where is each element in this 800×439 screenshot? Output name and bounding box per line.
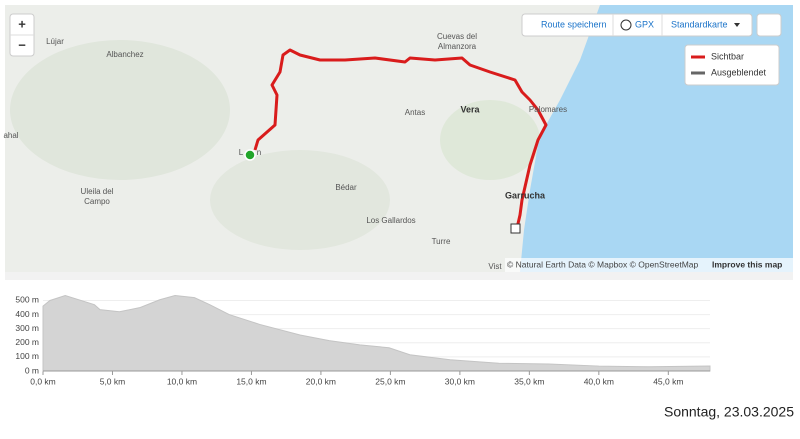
start-marker	[244, 149, 256, 161]
place-label: Los Gallardos	[366, 216, 415, 225]
x-tick-label: 10,0 km	[167, 376, 197, 386]
place-label: Uleila del	[81, 187, 114, 196]
gpx-button[interactable]: GPX	[635, 19, 654, 29]
elevation-chart: 0 m 100 m 200 m 300 m 400 m 500 m 0,0 km 5,0 km…	[15, 295, 711, 386]
place-label: Albanchez	[106, 50, 143, 59]
place-label: Turre	[432, 237, 451, 246]
y-tick-label: 400 m	[15, 309, 39, 319]
place-label: Lújar	[46, 37, 64, 46]
y-tick-label: 200 m	[15, 337, 39, 347]
place-label: Campo	[84, 197, 110, 206]
x-tick-label: 25,0 km	[375, 376, 405, 386]
place-label: Garrucha	[505, 190, 546, 200]
x-tick-label: 40,0 km	[584, 376, 614, 386]
place-label: Antas	[405, 108, 425, 117]
place-label: Vist	[488, 262, 502, 271]
place-label: L	[239, 148, 244, 157]
route	[253, 48, 548, 229]
place-label: Cuevas del	[437, 32, 477, 41]
y-tick-label: 0 m	[25, 365, 39, 375]
x-tick-label: 20,0 km	[306, 376, 336, 386]
y-tick-label: 100 m	[15, 351, 39, 361]
place-label: Almanzora	[438, 42, 477, 51]
place-label: Palomares	[529, 105, 567, 114]
fullscreen-button[interactable]	[756, 13, 782, 37]
y-tick-label: 500 m	[15, 295, 39, 305]
terrain	[440, 100, 540, 180]
attribution: © Natural Earth Data © Mapbox © OpenStre…	[507, 259, 699, 269]
toolbar	[521, 13, 753, 37]
legend-entry[interactable]: Sichtbar	[711, 51, 744, 61]
place-label: Bédar	[335, 183, 357, 192]
x-tick-label: 5,0 km	[100, 376, 126, 386]
save-route-button[interactable]: Route speichern	[541, 19, 607, 29]
zoom-in[interactable]: +	[18, 16, 26, 31]
terrain	[10, 40, 230, 180]
x-tick-label: 35,0 km	[514, 376, 544, 386]
x-tick-label: 15,0 km	[236, 376, 266, 386]
finish-marker	[510, 223, 521, 234]
map-style-button[interactable]: Standardkarte	[671, 19, 728, 29]
resize-handle[interactable]	[5, 272, 793, 280]
improve-link[interactable]: Improve this map	[712, 259, 782, 269]
place-label: Vera	[460, 104, 480, 114]
x-tick-label: 45,0 km	[653, 376, 683, 386]
x-tick-label: 30,0 km	[445, 376, 475, 386]
download-icon	[620, 19, 632, 31]
date: Sonntag, 23.03.2025	[664, 404, 794, 420]
elevation-area	[42, 295, 711, 372]
place-label: ahal	[3, 131, 18, 140]
legend-box	[684, 44, 780, 86]
place-label: n	[257, 148, 261, 157]
legend-entry[interactable]: Ausgeblendet	[711, 67, 767, 77]
dropdown-arrow	[734, 23, 740, 27]
attribution-bar	[505, 258, 793, 272]
terrain	[210, 150, 390, 250]
zoom-out[interactable]: −	[18, 37, 26, 52]
x-tick-label: 0,0 km	[30, 376, 56, 386]
y-tick-label: 300 m	[15, 323, 39, 333]
